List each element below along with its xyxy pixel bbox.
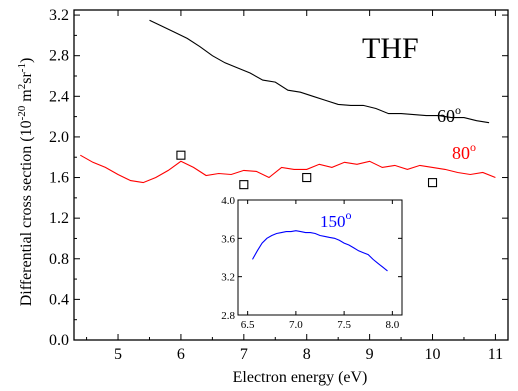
y-tick-label: 3.2 — [49, 7, 69, 24]
x-tick-label: 6 — [177, 346, 185, 363]
x-tick-label: 9 — [366, 346, 374, 363]
inset-background — [210, 194, 410, 333]
x-axis-label: Electron energy (eV) — [233, 369, 368, 386]
main-series-group — [80, 19, 496, 184]
x-tick-label: 10 — [425, 346, 441, 363]
series-line-1 — [80, 154, 496, 184]
annotation-60deg: 60o — [437, 103, 461, 126]
y-tick-label: 1.2 — [49, 210, 69, 227]
main-plot-frame — [73, 9, 509, 341]
y-tick-label: 2.8 — [49, 48, 69, 65]
x-tick-label: 11 — [488, 346, 503, 363]
inset-series-group — [252, 230, 388, 272]
inset-series-line-0 — [252, 230, 388, 272]
inset-plot-frame — [237, 199, 403, 316]
data-point-marker — [176, 150, 186, 160]
inset-y-tick-label: 4.0 — [221, 195, 235, 207]
x-tick-label: 8 — [303, 346, 311, 363]
main-plot: 5 6 7 8 9 10 11 0.0 0.4 0.8 1.2 1.6 2.0 2.4 2.8 3.2 Ele… — [16, 7, 509, 386]
inset-y-tick-label: 3.2 — [221, 272, 235, 284]
inset-x-tick-label: 7.0 — [289, 319, 303, 331]
series-line-0 — [149, 19, 490, 124]
x-tick-label: 5 — [114, 346, 122, 363]
inset-axes: 6.5 7.0 7.5 8.0 2.8 3.2 3.6 4.0 — [221, 195, 402, 331]
inset-plot: 6.5 7.0 7.5 8.0 2.8 3.2 3.6 4.0 150o — [210, 194, 410, 333]
x-tick-label: 7 — [240, 346, 248, 363]
data-point-marker — [427, 178, 438, 188]
data-point-marker — [302, 172, 312, 183]
y-tick-label: 0.0 — [49, 332, 69, 349]
annotation-150deg: 150o — [320, 208, 352, 231]
annotation-thf: THF — [362, 32, 419, 65]
y-tick-label: 0.4 — [49, 291, 69, 308]
main-markers-group — [176, 150, 438, 190]
main-axes: 5 6 7 8 9 10 11 0.0 0.4 0.8 1.2 1.6 2.0 2.4 2.8 3.2 — [49, 7, 508, 363]
data-point-marker — [239, 180, 249, 190]
y-tick-label: 2.0 — [49, 129, 69, 146]
inset-x-tick-label: 8.0 — [385, 319, 399, 331]
y-axis-label: Differential cross section (10-20 m2sr-1… — [16, 58, 35, 307]
inset-y-tick-label: 2.8 — [221, 310, 235, 322]
annotation-80deg: 80o — [452, 140, 476, 163]
y-tick-label: 1.6 — [49, 170, 69, 187]
inset-x-tick-label: 7.5 — [337, 319, 351, 331]
y-tick-label: 2.4 — [49, 88, 69, 105]
inset-y-tick-label: 3.6 — [221, 233, 235, 245]
y-tick-label: 0.8 — [49, 251, 69, 268]
inset-x-tick-label: 6.5 — [241, 319, 255, 331]
